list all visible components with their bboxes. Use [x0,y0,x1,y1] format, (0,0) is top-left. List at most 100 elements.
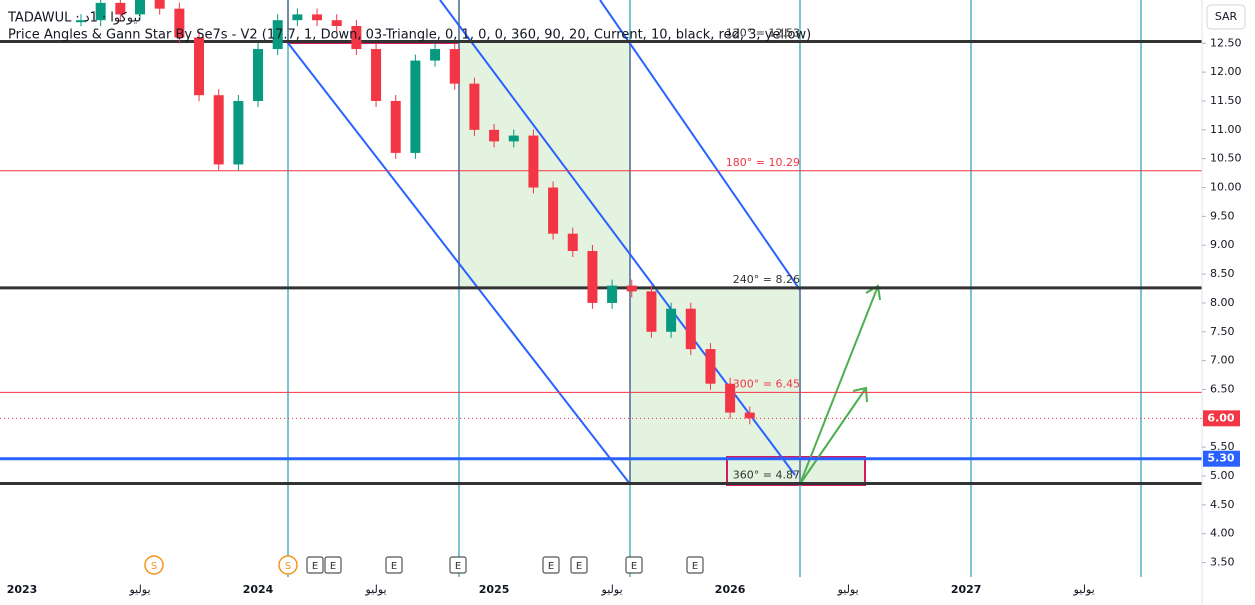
y-tick-label: 7.50 [1210,325,1235,338]
candle [449,49,460,84]
candle [410,60,421,153]
candle [489,129,500,142]
event-label: E [391,561,397,572]
candle [390,100,401,153]
event-label: E [455,561,461,572]
candle [95,2,106,21]
y-tick-label: 3.50 [1210,556,1235,569]
candle [194,37,205,96]
candle [371,49,382,101]
indicator: Price Angles & Gann Star By Se7s - V2 (1… [8,28,811,43]
y-tick-label: 10.50 [1210,152,1242,165]
x-tick-label: 2023 [7,583,38,596]
candle [430,49,441,61]
currency-button[interactable] [1206,4,1246,30]
candle [272,20,283,50]
event-label: E [631,561,637,572]
x-tick-label: يوليو [1073,583,1095,596]
price-badge-label: 6.00 [1207,411,1234,424]
event-icon [144,555,164,575]
x-tick-label: 2027 [951,583,982,596]
angle-lines [287,0,801,485]
y-tick-label: 10.00 [1210,181,1242,194]
event-icon [542,556,560,574]
candle [351,25,362,50]
event-label: S [151,561,157,572]
arrows [799,284,881,485]
x-tick-label: يوليو [365,583,387,596]
price-badge [1203,450,1240,467]
level-label: 180° = 10.29 [726,156,800,169]
candle [548,187,559,234]
candle [154,0,165,9]
event-label: E [576,561,582,572]
x-tick-label: 2025 [479,583,510,596]
y-tick-label: 9.50 [1210,209,1235,222]
y-tick-label: 4.50 [1210,498,1235,511]
event-label: S [285,561,291,572]
event-label: E [330,561,336,572]
y-tick-label: 7.00 [1210,354,1235,367]
event-icon [449,556,467,574]
candle [76,20,87,23]
candle [312,14,323,21]
candle [587,250,598,303]
currency[interactable]: SAR [1215,10,1238,23]
event-icon [306,556,324,574]
x-tick-label: يوليو [128,583,150,596]
event-label: E [312,561,318,572]
event-icon [625,556,643,574]
candle [626,285,637,292]
event-icon [385,556,403,574]
candle [685,308,696,350]
price-axis [1202,0,1255,605]
level-label: 300° = 6.45 [733,377,800,390]
y-tick-label: 12.50 [1210,36,1242,49]
x-tick-label: يوليو [837,583,859,596]
price-badge [1203,410,1240,427]
candle [174,8,185,38]
x-tick-label: 2026 [715,583,746,596]
candle [744,412,755,419]
y-tick-label: 11.00 [1210,123,1242,136]
candle [253,49,264,101]
y-tick-label: 5.50 [1210,440,1235,453]
event-icon [324,556,342,574]
x-tick-label: 2024 [243,583,274,596]
candle [508,135,519,142]
y-tick-label: 12.00 [1210,65,1242,78]
candle [666,308,677,332]
y-tick-label: 11.50 [1210,94,1242,107]
candle [233,100,244,165]
event-icon [570,556,588,574]
candle [567,233,578,251]
candle [292,14,303,21]
y-tick-label: 5.00 [1210,469,1235,482]
gann-box [630,288,800,484]
level-label: 240° = 8.26 [733,273,800,286]
candle [607,285,618,303]
candle [135,0,146,15]
event-label: E [692,561,698,572]
y-tick-label: 9.00 [1210,238,1235,251]
candle [528,135,539,188]
y-tick-label: 8.00 [1210,296,1235,309]
event-icon [686,556,704,574]
symbol: TADAWUL · نيوكوا · 1د [7,11,141,26]
level-label: 120° = 12.53 [726,27,800,40]
candle [469,83,480,130]
level-label: 360° = 4.87 [733,469,800,482]
candle [115,2,126,15]
event-icon [278,555,298,575]
event-label: E [548,561,554,572]
y-tick-label: 6.50 [1210,382,1235,395]
candle [331,20,342,26]
candle [646,291,657,332]
candle [705,349,716,384]
y-tick-label: 8.50 [1210,267,1235,280]
x-tick-label: يوليو [601,583,623,596]
gann-box [459,43,630,288]
price-badge-label: 5.30 [1207,452,1234,465]
plot: 120° = 12.53 180° = 10.29 240° = 8.26 300° … [0,0,1202,575]
